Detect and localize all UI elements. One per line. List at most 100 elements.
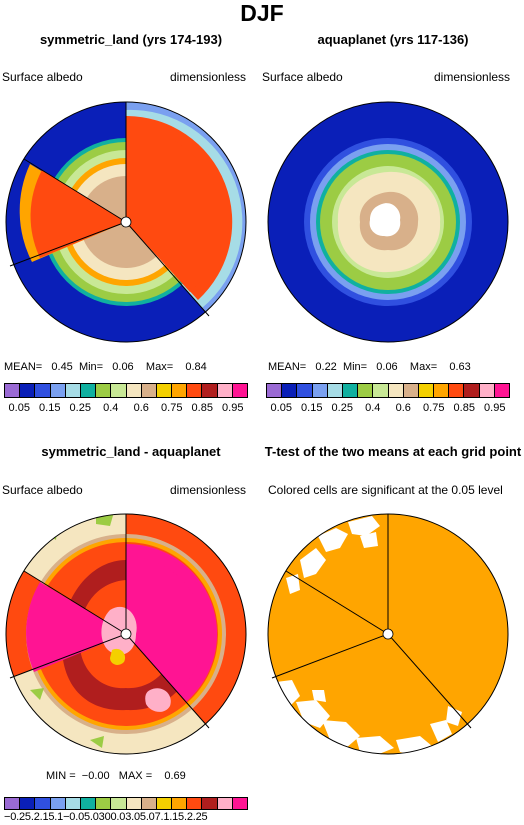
mean-value: 0.22 [315,361,337,373]
colorbar-swatch [111,798,127,809]
panel-2-units-label: dimensionless [434,70,511,84]
colorbar-swatch [5,384,21,397]
colorbar-swatch [172,798,188,809]
colorbar-tick-label: 0.05 [270,402,292,414]
max-label: Max= [145,361,174,373]
panel-3-units-label: dimensionless [170,483,247,497]
colorbar-swatch [232,384,247,397]
panel-3-variable-label: Surface albedo [2,483,83,497]
colorbar-swatch [80,798,97,809]
min-label: Min= [78,361,104,373]
colorbar-swatch [217,798,233,809]
colorbar-swatch [403,384,419,397]
panel-title-ttest: T-test of the two means at each grid poi… [264,444,522,459]
colorbar-swatch [156,384,173,397]
colorbar-swatch [80,384,97,397]
colorbar-tick-label: 0.85 [191,402,213,414]
colorbar-swatch [96,384,112,397]
colorbar-swatch [141,798,157,809]
colorbar-tick-label: 0.4 [365,402,381,414]
colorbar-swatch [312,384,328,397]
colorbar-swatch [65,798,81,809]
max-value: 0.69 [164,770,186,782]
colorbar-panel-1 [4,383,248,398]
max-value: 0.63 [449,361,471,373]
panel-2-variable-label: Surface albedo [262,70,343,84]
colorbar-swatch [156,798,173,809]
max-value: 0.84 [185,361,207,373]
colorbar-panel-2 [266,383,510,398]
colorbar-tick-label: 0.05 [8,402,30,414]
colorbar-swatch [141,384,157,397]
colorbar-ticks-panel-3: −0.25.2.15.1−0.05.0300.03.05.07.1.15.2.2… [4,811,208,823]
min-label: Min= [342,361,368,373]
colorbar-swatch [217,384,233,397]
figure-title: DJF [240,0,284,26]
colorbar-swatch [111,384,127,397]
panel-1-units-label: dimensionless [170,70,247,84]
panel-1-stats: MEAN= 0.45 Min= 0.06 Max= 0.84 [4,361,207,373]
colorbar-ticks-panel-1: 0.05 0.15 0.25 0.4 0.6 0.75 0.85 0.95 [4,402,248,416]
mean-label: MEAN= [4,361,43,373]
colorbar-swatch [358,384,374,397]
colorbar-swatch [327,384,343,397]
colorbar-swatch [373,384,389,397]
panel-4-subtitle: Colored cells are significant at the 0.0… [268,483,503,497]
panel-1-variable-label: Surface albedo [2,70,83,84]
colorbar-panel-3 [4,797,248,810]
colorbar-swatch [172,384,188,397]
colorbar-swatch [297,384,313,397]
colorbar-tick-label: 0.15 [39,402,61,414]
colorbar-swatch [187,384,203,397]
mean-value: 0.45 [51,361,73,373]
colorbar-swatch [342,384,359,397]
colorbar-swatch [202,384,218,397]
min-value: 0.06 [376,361,398,373]
colorbar-tick-label: 0.85 [453,402,475,414]
colorbar-swatch [65,384,81,397]
colorbar-swatch [126,384,142,397]
min-value: 0.06 [112,361,134,373]
min-value: −0.00 [81,770,110,782]
colorbar-swatch [20,798,36,809]
colorbar-ticks-panel-2: 0.05 0.15 0.25 0.4 0.6 0.75 0.85 0.95 [266,402,510,416]
colorbar-swatch [35,384,51,397]
colorbar-swatch [434,384,450,397]
colorbar-swatch [50,798,66,809]
colorbar-tick-label: 0.25 [331,402,353,414]
colorbar-swatch [388,384,404,397]
max-label: MAX = [118,770,153,782]
colorbar-swatch [232,798,247,809]
colorbar-tick-label: 0.4 [103,402,119,414]
panel-title-aquaplanet: aquaplanet (yrs 117-136) [317,32,469,47]
colorbar-swatch [35,798,51,809]
max-label: Max= [409,361,438,373]
colorbar-swatch [449,384,465,397]
colorbar-swatch [20,384,36,397]
colorbar-swatch [126,798,142,809]
colorbar-swatch [202,798,218,809]
colorbar-swatch [50,384,66,397]
colorbar-swatch [418,384,435,397]
colorbar-tick-label: 0.75 [161,402,183,414]
colorbar-swatch [282,384,298,397]
colorbar-swatch [479,384,495,397]
min-label: MIN = [46,770,76,782]
colorbar-swatch [267,384,283,397]
colorbar-tick-label: 0.15 [301,402,323,414]
panel-2-stats: MEAN= 0.22 Min= 0.06 Max= 0.63 [268,361,471,373]
colorbar-swatch [187,798,203,809]
colorbar-tick-label: 0.25 [69,402,91,414]
colorbar-tick-label: 0.95 [484,402,506,414]
colorbar-swatch [464,384,480,397]
colorbar-tick-label: 0.75 [423,402,445,414]
colorbar-tick-label: 0.6 [395,402,411,414]
panel-title-difference: symmetric_land - aquaplanet [41,444,221,459]
colorbar-swatch [96,798,112,809]
colorbar-swatch [5,798,21,809]
colorbar-tick-label: 0.6 [133,402,149,414]
